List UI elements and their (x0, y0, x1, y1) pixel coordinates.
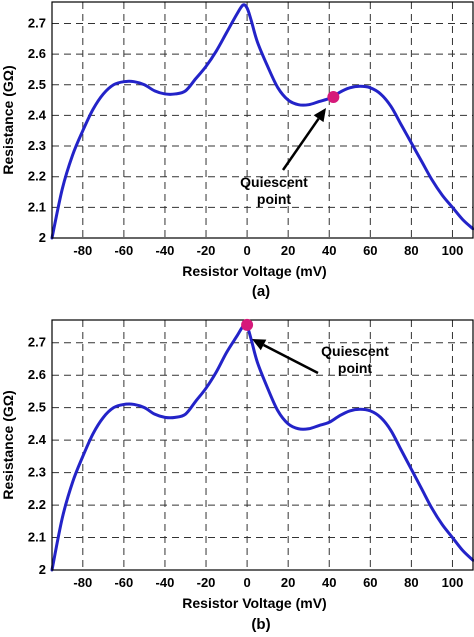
y-tick-label: 2.1 (28, 199, 46, 214)
x-tick-label: 0 (243, 575, 250, 590)
x-axis-label: Resistor Voltage (mV) (182, 595, 326, 611)
quiescent-point-marker (327, 91, 340, 104)
x-axis-label: Resistor Voltage (mV) (182, 263, 326, 279)
annotation-arrow-head (252, 339, 267, 351)
x-tick-label: 100 (442, 243, 464, 258)
annotation-text-line1: Quiescent (240, 174, 308, 190)
x-tick-labels: -80 -60 -40 -20 0 20 40 60 80 100 (73, 575, 463, 590)
y-tick-label: 2.6 (28, 367, 46, 382)
grid (52, 320, 473, 570)
y-tick-label: 2.4 (28, 432, 47, 447)
y-tick-label: 2 (39, 230, 46, 245)
x-tick-label: -60 (114, 243, 133, 258)
x-tick-label: 40 (322, 575, 336, 590)
y-tick-label: 2 (39, 562, 46, 577)
y-tick-label: 2.4 (28, 107, 47, 122)
resistance-curve (50, 3, 474, 240)
y-axis-label: Resistance (GΩ) (0, 390, 16, 499)
annotation-arrow (281, 117, 320, 171)
x-tick-label: -20 (197, 575, 216, 590)
y-tick-label: 2.5 (28, 400, 46, 415)
y-tick-label: 2.7 (28, 335, 46, 350)
x-tick-label: -80 (73, 243, 92, 258)
plot-frame (51, 1, 474, 239)
y-tick-label: 2.6 (28, 46, 46, 61)
x-tick-label: -60 (114, 575, 133, 590)
panel-label: (b) (251, 616, 270, 633)
x-tick-label: 40 (322, 243, 336, 258)
y-tick-labels: 2 2.1 2.2 2.3 2.4 2.5 2.6 2.7 (28, 15, 47, 245)
x-tick-label: 80 (404, 243, 418, 258)
x-tick-label: 0 (243, 243, 250, 258)
x-tick-label: -80 (73, 575, 92, 590)
resistance-curve (50, 323, 474, 572)
annotation-arrow-head (313, 108, 326, 123)
y-tick-label: 2.2 (28, 169, 46, 184)
y-tick-label: 2.3 (28, 465, 46, 480)
panel-label: (a) (252, 283, 270, 300)
plot-frame (51, 319, 474, 571)
y-tick-label: 2.3 (28, 138, 46, 153)
x-tick-label: 20 (281, 243, 295, 258)
y-tick-label: 2.1 (28, 530, 46, 545)
x-tick-label: 20 (281, 575, 295, 590)
chart-panel-a: 2 2.1 2.2 2.3 2.4 2.5 2.6 2.7 -80 -60 -40 -20 0 20 40… (0, 1, 474, 300)
annotation-arrow (262, 343, 319, 375)
chart-panel-b: 2 2.1 2.2 2.3 2.4 2.5 2.6 2.7 -80 -60 -40 -20 0 20 40… (0, 318, 474, 633)
x-tick-label: -40 (156, 575, 175, 590)
y-tick-label: 2.2 (28, 497, 46, 512)
annotation-text-line1: Quiescent (321, 343, 389, 359)
y-axis-label: Resistance (GΩ) (0, 65, 16, 174)
x-tick-label: 60 (363, 575, 377, 590)
x-tick-label: -20 (197, 243, 216, 258)
x-tick-label: 100 (442, 575, 464, 590)
x-tick-labels: -80 -60 -40 -20 0 20 40 60 80 100 (73, 243, 463, 258)
y-tick-label: 2.5 (28, 77, 46, 92)
annotation-text-line2: point (338, 360, 373, 376)
x-tick-label: 80 (404, 575, 418, 590)
y-tick-labels: 2 2.1 2.2 2.3 2.4 2.5 2.6 2.7 (28, 335, 47, 577)
annotation-text-line2: point (257, 191, 292, 207)
y-tick-label: 2.7 (28, 15, 46, 30)
x-tick-label: -40 (156, 243, 175, 258)
x-tick-label: 60 (363, 243, 377, 258)
quiescent-point-marker (241, 318, 254, 331)
